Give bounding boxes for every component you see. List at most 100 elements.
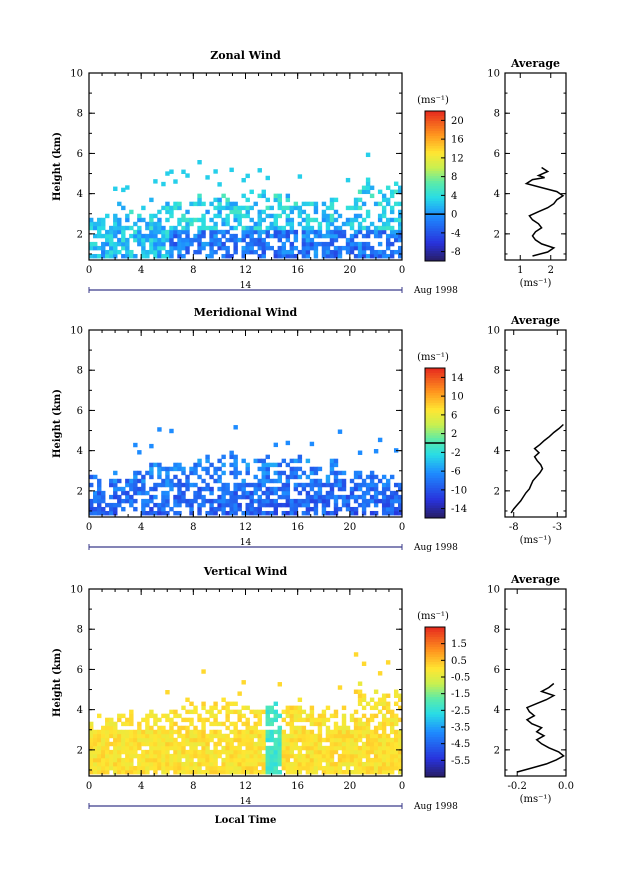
heatmap-cell — [149, 197, 154, 203]
heatmap-cell — [365, 725, 371, 731]
heatmap-cell — [113, 233, 118, 239]
heatmap-cell — [189, 510, 194, 516]
heatmap-cell — [117, 221, 122, 227]
heatmap-cell — [253, 725, 258, 731]
heatmap-cell — [285, 478, 291, 484]
heatmap-cell — [349, 205, 355, 211]
heatmap-cell — [301, 733, 307, 739]
heatmap-cell — [137, 478, 142, 484]
heatmap-cell — [257, 510, 262, 516]
heatmap-cell — [329, 249, 335, 255]
heatmap-cell — [217, 749, 222, 755]
heatmap-cell — [257, 482, 262, 488]
heatmap-cell — [293, 709, 299, 715]
heatmap-cell — [149, 494, 154, 500]
heatmap-cell — [113, 733, 118, 739]
heatmap-cell — [169, 225, 174, 231]
heatmap-cell — [373, 761, 379, 767]
heatmap-cell — [97, 217, 102, 223]
heatmap-cell — [285, 498, 291, 504]
heatmap-cell — [165, 490, 170, 496]
heatmap-cell — [205, 757, 210, 763]
heatmap-cell — [393, 733, 399, 739]
heatmap-cell — [201, 769, 206, 775]
heatmap-cell — [165, 757, 170, 763]
heatmap-cell — [101, 217, 106, 223]
heatmap-cell — [397, 201, 403, 207]
heatmap-cell — [145, 713, 150, 719]
heatmap-cell — [257, 253, 262, 259]
average-y-tick-label: 4 — [494, 705, 500, 716]
heatmap-cell — [245, 761, 250, 767]
heatmap-cell — [289, 761, 295, 767]
heatmap-cell — [397, 233, 403, 239]
heatmap-cell — [265, 470, 270, 476]
heatmap-cell — [317, 741, 323, 747]
heatmap-cell — [221, 482, 226, 488]
heatmap-cell — [305, 769, 311, 775]
heatmap-cell — [365, 185, 371, 191]
heatmap-cell — [89, 482, 94, 488]
heatmap-cell — [169, 729, 174, 735]
heatmap-cell — [233, 217, 238, 223]
heatmap-cell — [277, 213, 283, 219]
heatmap-cell — [237, 729, 242, 735]
heatmap-cell — [369, 245, 375, 251]
heatmap-cell — [97, 229, 102, 235]
heatmap-cell — [313, 498, 319, 504]
heatmap-cell — [217, 729, 222, 735]
heatmap-cell — [317, 721, 323, 727]
heatmap-cell — [361, 761, 367, 767]
heatmap-cell — [181, 490, 186, 496]
heatmap-cell — [129, 741, 134, 747]
heatmap-cell — [289, 209, 295, 215]
heatmap-cell — [385, 753, 391, 759]
heatmap-cell — [141, 241, 146, 247]
heatmap-cell — [313, 749, 319, 755]
heatmap-cell — [353, 749, 359, 755]
heatmap-cell — [245, 205, 250, 211]
heatmap-cell — [169, 717, 174, 723]
heatmap-cell — [197, 769, 202, 775]
heatmap-cell — [93, 745, 98, 751]
heatmap-cell — [209, 249, 214, 255]
colorbar-segment — [425, 729, 445, 733]
heatmap-cell — [369, 713, 375, 719]
heatmap-cell — [89, 741, 94, 747]
heatmap-cell — [373, 757, 379, 763]
heatmap-cell — [265, 510, 270, 516]
heatmap-cell — [261, 189, 266, 195]
heatmap-cell — [373, 705, 379, 711]
heatmap-cell — [249, 249, 254, 255]
heatmap-cell — [269, 233, 274, 239]
heatmap-cell — [293, 470, 299, 476]
heatmap-cell — [205, 225, 210, 231]
heatmap-cell — [313, 769, 319, 775]
heatmap-cell — [285, 217, 291, 223]
heatmap-cell — [145, 249, 150, 255]
heatmap-cell — [269, 502, 274, 508]
heatmap-cell — [341, 725, 347, 731]
heatmap-cell — [397, 245, 403, 251]
heatmap-cell — [225, 510, 230, 516]
heatmap-cell — [305, 494, 311, 500]
heatmap-cell — [165, 249, 170, 255]
heatmap-cell — [301, 717, 307, 723]
heatmap-cell — [353, 721, 359, 727]
colorbar-segment — [425, 742, 445, 745]
heatmap-cell — [277, 769, 283, 775]
average-y-tick-label: 8 — [494, 366, 500, 377]
heatmap-cell — [129, 502, 134, 508]
heatmap-cell — [189, 753, 194, 759]
heatmap-cell — [305, 490, 311, 496]
heatmap-cell — [165, 209, 170, 215]
x-tick-label: 0 — [399, 522, 405, 533]
x-tick-label: 0 — [86, 265, 92, 276]
heatmap-cell — [237, 713, 242, 719]
heatmap-cell — [221, 749, 226, 755]
heatmap-cell — [273, 749, 278, 755]
heatmap-cell — [313, 478, 319, 484]
heatmap-cell — [201, 502, 206, 508]
heatmap-cell — [297, 454, 303, 460]
heatmap-cell — [297, 213, 303, 219]
